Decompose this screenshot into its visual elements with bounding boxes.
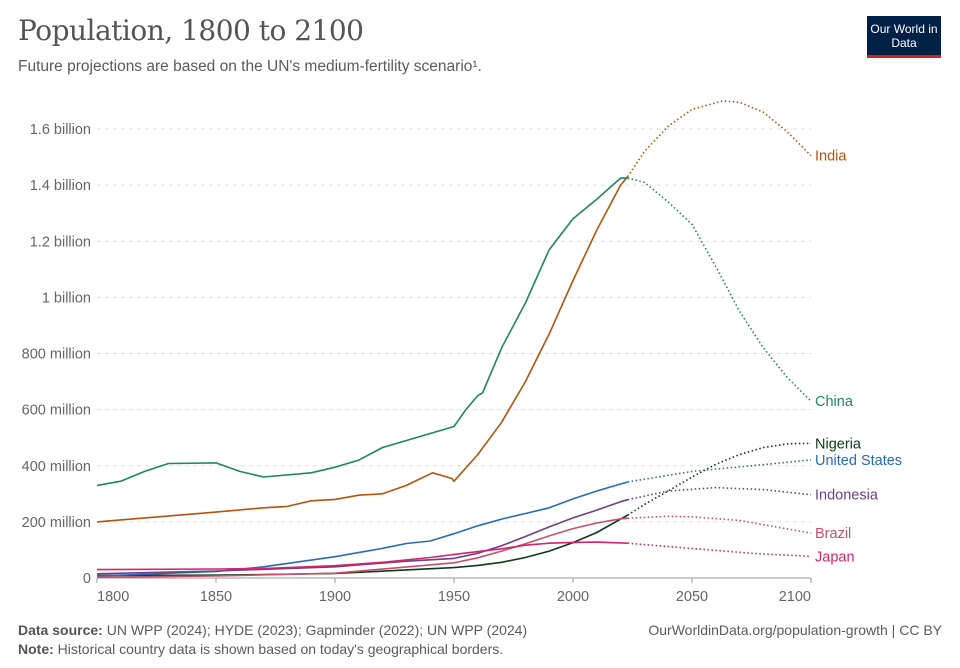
x-tick-label: 1800 xyxy=(97,589,129,605)
y-tick-label: 1 billion xyxy=(42,290,91,306)
series-label-indonesia: Indonesia xyxy=(815,488,879,504)
series-label-united-states: United States xyxy=(815,453,902,469)
x-tick-label: 2100 xyxy=(779,589,811,605)
series-label-nigeria: Nigeria xyxy=(815,436,862,452)
y-tick-label: 1.2 billion xyxy=(30,234,91,250)
x-tick-label: 1850 xyxy=(200,589,232,605)
note: Note: Historical country data is shown b… xyxy=(18,641,504,657)
series-label-japan: Japan xyxy=(815,549,855,565)
projection-line-nigeria xyxy=(627,442,812,516)
y-tick-label: 600 million xyxy=(22,403,91,419)
projection-line-brazil xyxy=(627,515,812,534)
x-tick-label: 1900 xyxy=(319,589,351,605)
x-tick-label: 2000 xyxy=(557,589,589,605)
y-tick-label: 200 million xyxy=(22,515,91,531)
projection-line-china xyxy=(627,177,812,402)
chart-title: Population, 1800 to 2100 xyxy=(18,14,364,47)
owid-logo[interactable]: Our World in Data xyxy=(867,16,941,58)
series-line-china xyxy=(96,177,628,487)
series-line-united-states xyxy=(96,481,628,577)
y-tick-label: 400 million xyxy=(22,459,91,475)
chart-subtitle: Future projections are based on the UN's… xyxy=(18,58,482,75)
series-line-nigeria xyxy=(96,514,629,577)
projection-line-united-states xyxy=(627,459,812,483)
series-line-japan xyxy=(96,541,628,571)
projection-line-japan xyxy=(627,542,812,558)
series-label-china: China xyxy=(815,394,854,410)
data-source: Data source: UN WPP (2024); HYDE (2023);… xyxy=(18,622,528,638)
series-label-india: India xyxy=(815,149,847,165)
projection-line-indonesia xyxy=(627,486,812,501)
series-label-brazil: Brazil xyxy=(815,526,851,542)
y-tick-label: 0 xyxy=(83,571,91,587)
y-tick-label: 1.6 billion xyxy=(30,122,91,138)
series-line-india xyxy=(96,176,629,523)
projection-line-india xyxy=(627,100,812,178)
series-line-indonesia xyxy=(96,498,628,575)
y-tick-label: 1.4 billion xyxy=(30,178,91,194)
credit-link[interactable]: OurWorldinData.org/population-growth | C… xyxy=(648,622,942,638)
x-tick-label: 2050 xyxy=(676,589,708,605)
x-tick-label: 1950 xyxy=(438,589,470,605)
y-tick-label: 800 million xyxy=(22,347,91,363)
logo-text: Our World in Data xyxy=(870,21,938,50)
